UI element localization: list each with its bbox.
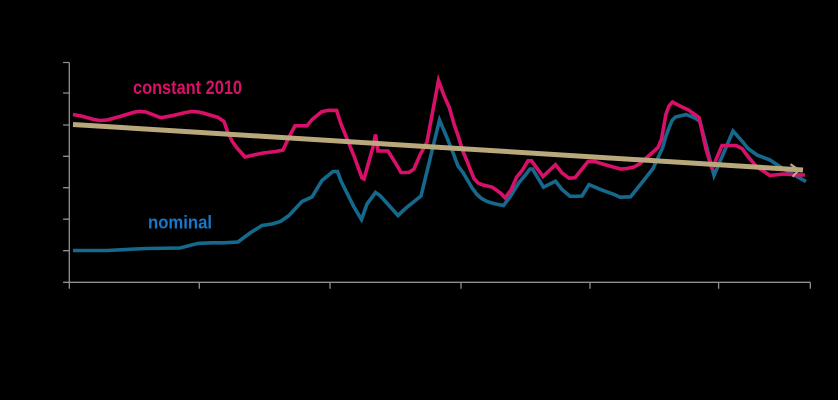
svg-text:constant 2010: constant 2010 <box>133 77 242 99</box>
svg-text:nominal: nominal <box>148 211 212 232</box>
